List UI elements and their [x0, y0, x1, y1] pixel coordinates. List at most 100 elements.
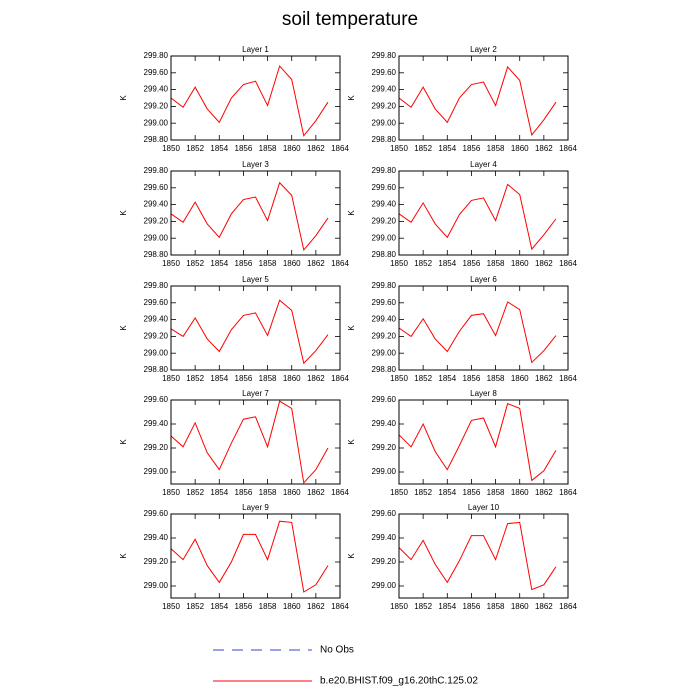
x-tick-label: 1864	[331, 602, 349, 611]
y-tick-label: 299.00	[372, 118, 397, 127]
x-tick-label: 1862	[535, 488, 553, 497]
y-tick-label: 299.20	[372, 102, 397, 111]
y-tick-label: 298.80	[144, 365, 169, 374]
x-tick-label: 1862	[535, 602, 553, 611]
x-tick-label: 1858	[487, 602, 505, 611]
x-tick-label: 1864	[331, 259, 349, 268]
x-tick-label: 1854	[438, 602, 456, 611]
data-line	[170, 65, 329, 137]
x-tick-label: 1864	[559, 374, 577, 383]
y-tick-label: 299.40	[144, 533, 169, 542]
x-tick-label: 1850	[390, 488, 408, 497]
y-tick-label: 299.60	[372, 68, 397, 77]
data-line	[170, 520, 329, 593]
x-tick-label: 1850	[390, 374, 408, 383]
x-tick-label: 1858	[487, 488, 505, 497]
plot-frame	[398, 285, 569, 371]
x-tick-label: 1852	[186, 259, 204, 268]
y-tick-label: 299.00	[372, 467, 397, 476]
data-line	[398, 301, 557, 364]
x-tick-label: 1850	[390, 259, 408, 268]
x-tick-label: 1860	[511, 488, 529, 497]
y-tick-label: 299.20	[144, 332, 169, 341]
y-tick-label: 299.00	[372, 581, 397, 590]
x-tick-label: 1862	[535, 144, 553, 153]
y-tick-label: 299.40	[144, 315, 169, 324]
x-tick-label: 1858	[487, 144, 505, 153]
panel-title: Layer 1	[242, 45, 269, 54]
x-tick-label: 1862	[535, 374, 553, 383]
x-tick-label: 1850	[390, 602, 408, 611]
y-tick-label: 299.80	[144, 281, 169, 290]
y-axis-label: K	[347, 325, 356, 331]
y-tick-label: 299.40	[144, 85, 169, 94]
data-line	[170, 181, 329, 252]
x-tick-label: 1852	[414, 144, 432, 153]
panel-title: Layer 4	[470, 160, 497, 169]
plot-frame	[398, 170, 569, 256]
plot-frame	[170, 285, 341, 371]
y-tick-label: 299.20	[144, 102, 169, 111]
x-tick-label: 1852	[414, 259, 432, 268]
x-tick-label: 1854	[438, 488, 456, 497]
y-tick-label: 299.40	[144, 200, 169, 209]
data-line	[170, 299, 329, 365]
y-tick-label: 298.80	[372, 365, 397, 374]
x-tick-label: 1864	[559, 259, 577, 268]
y-tick-label: 299.00	[372, 233, 397, 242]
x-tick-label: 1850	[390, 144, 408, 153]
plot-frame	[398, 399, 569, 485]
plot-frame	[170, 513, 341, 599]
y-axis-label: K	[119, 325, 128, 331]
x-tick-label: 1862	[307, 259, 325, 268]
x-tick-label: 1864	[559, 144, 577, 153]
x-tick-label: 1862	[307, 488, 325, 497]
x-tick-label: 1862	[307, 602, 325, 611]
y-axis-label: K	[119, 553, 128, 559]
x-tick-label: 1864	[331, 144, 349, 153]
y-tick-label: 299.20	[372, 443, 397, 452]
x-tick-label: 1858	[259, 602, 277, 611]
panel-title: Layer 8	[470, 389, 497, 398]
y-tick-label: 299.20	[144, 217, 169, 226]
y-tick-label: 299.60	[144, 68, 169, 77]
y-tick-label: 299.20	[372, 557, 397, 566]
x-tick-label: 1860	[283, 602, 301, 611]
x-tick-label: 1860	[511, 144, 529, 153]
x-tick-label: 1864	[331, 488, 349, 497]
x-tick-label: 1856	[235, 602, 253, 611]
y-axis-label: K	[119, 95, 128, 101]
y-tick-label: 299.60	[144, 183, 169, 192]
y-tick-label: 298.80	[372, 135, 397, 144]
x-tick-label: 1852	[414, 602, 432, 611]
plot-frame	[398, 513, 569, 599]
data-line	[398, 402, 557, 482]
y-tick-label: 299.20	[372, 217, 397, 226]
y-tick-label: 298.80	[144, 135, 169, 144]
x-tick-label: 1856	[463, 488, 481, 497]
x-tick-label: 1864	[559, 602, 577, 611]
x-tick-label: 1856	[235, 144, 253, 153]
y-tick-label: 299.60	[144, 395, 169, 404]
x-tick-label: 1860	[511, 374, 529, 383]
y-tick-label: 299.80	[372, 166, 397, 175]
figure-title: soil temperature	[282, 9, 418, 30]
y-tick-label: 299.00	[144, 581, 169, 590]
x-tick-label: 1864	[331, 374, 349, 383]
y-tick-label: 299.80	[372, 281, 397, 290]
x-tick-label: 1856	[235, 488, 253, 497]
plot-frame	[170, 55, 341, 141]
y-tick-label: 299.60	[372, 298, 397, 307]
x-tick-label: 1852	[414, 488, 432, 497]
y-tick-label: 299.40	[372, 533, 397, 542]
x-tick-label: 1854	[210, 259, 228, 268]
x-tick-label: 1852	[414, 374, 432, 383]
x-tick-label: 1854	[210, 488, 228, 497]
y-axis-label: K	[347, 210, 356, 216]
panel-title: Layer 10	[468, 503, 500, 512]
y-tick-label: 299.40	[372, 200, 397, 209]
y-tick-label: 299.40	[372, 419, 397, 428]
x-tick-label: 1856	[463, 602, 481, 611]
y-tick-label: 299.80	[144, 51, 169, 60]
